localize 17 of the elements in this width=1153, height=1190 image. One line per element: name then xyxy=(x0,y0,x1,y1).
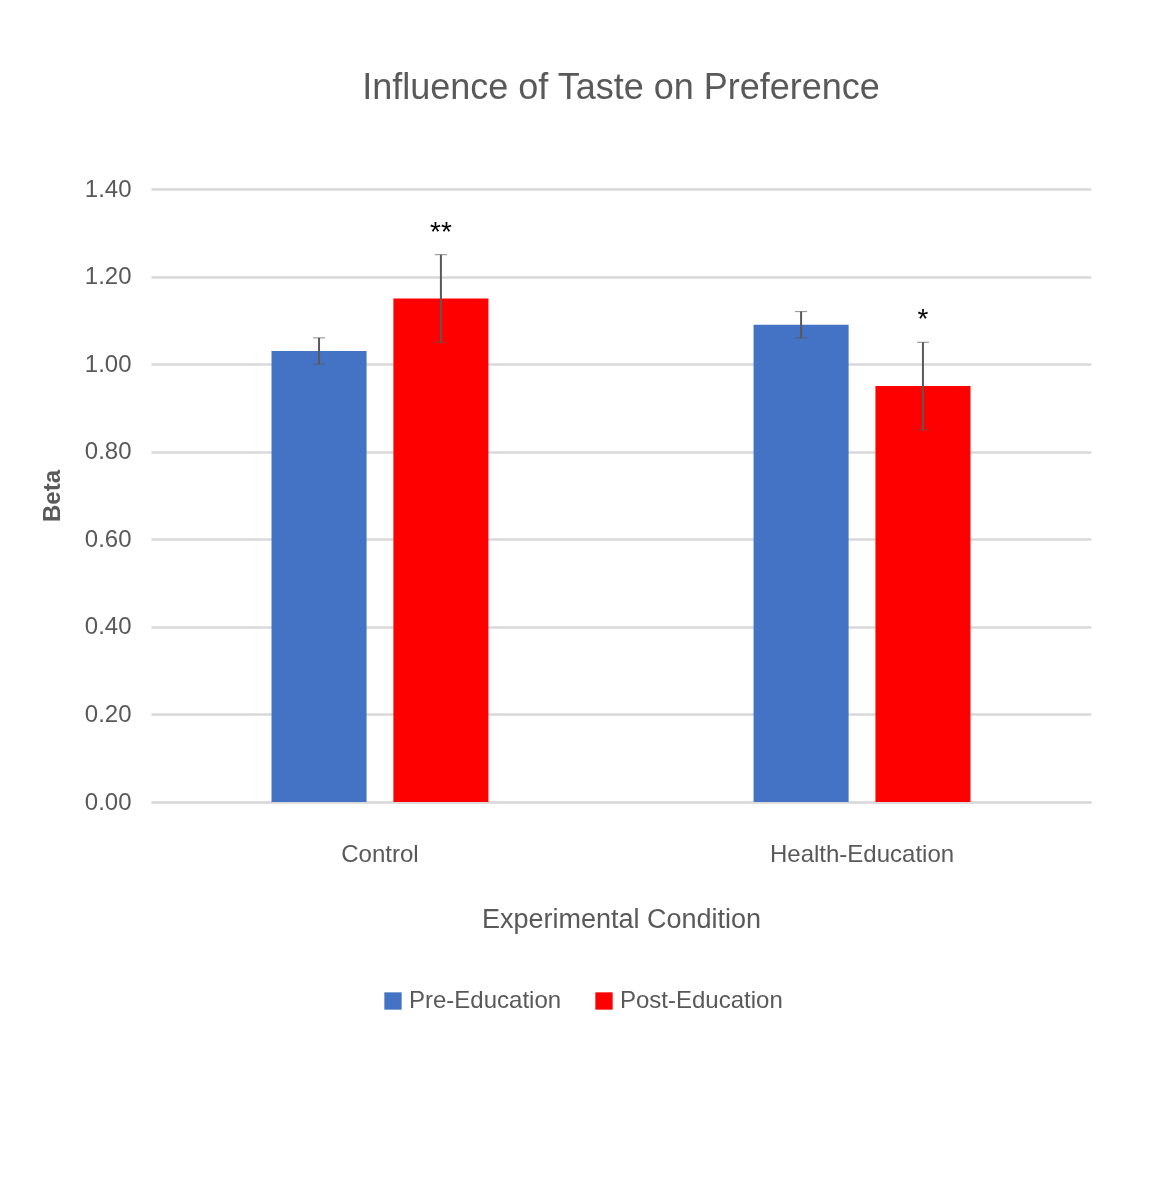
x-axis-title: Experimental Condition xyxy=(481,903,762,934)
chart-title: Influence of Taste on Preference xyxy=(362,66,880,107)
y-tick-label: 0.80 xyxy=(84,437,132,465)
y-tick-label: 1.40 xyxy=(84,174,132,202)
y-tick-label: 0.60 xyxy=(84,524,132,552)
x-tick-label: Health-Education xyxy=(769,839,955,867)
y-tick-label: 0.20 xyxy=(84,699,132,727)
y-tick-label: 0.00 xyxy=(84,787,132,815)
legend-label: Post-Education xyxy=(620,986,783,1013)
legend-label: Pre-Education xyxy=(409,986,562,1013)
y-tick-label: 0.40 xyxy=(84,612,132,640)
x-tick-label: Control xyxy=(341,839,419,867)
annotation: ** xyxy=(430,215,452,247)
annotation: * xyxy=(917,303,929,335)
y-tick-label: 1.20 xyxy=(84,262,132,290)
y-axis-title: Beta xyxy=(37,469,65,523)
y-tick-label: 1.00 xyxy=(84,349,132,377)
